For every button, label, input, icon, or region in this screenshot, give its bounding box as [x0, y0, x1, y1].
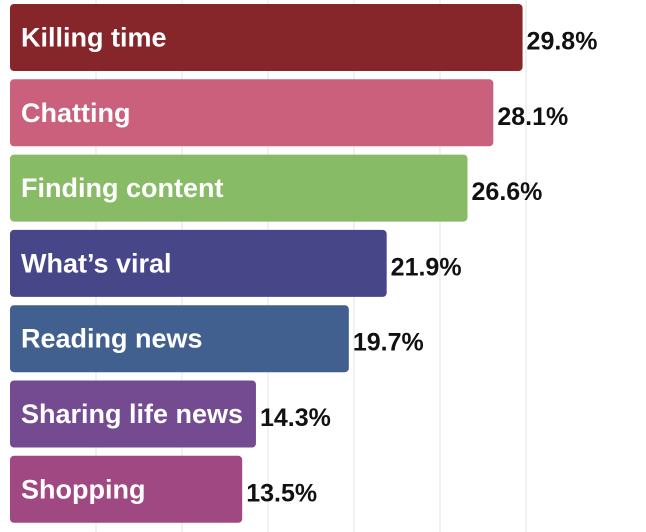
- value-label-2: 26.6%: [472, 178, 543, 206]
- bar-label-5: Sharing life news: [21, 399, 243, 429]
- bar-label-6: Shopping: [21, 474, 145, 504]
- value-label-1: 28.1%: [497, 103, 568, 131]
- bars: Killing time 29.8% Chatting 28.1% Finding co…: [10, 4, 597, 523]
- value-label-3: 21.9%: [391, 253, 462, 281]
- bar-label-3: What’s viral: [21, 248, 172, 278]
- bar-6: [10, 455, 243, 523]
- bar-label-2: Finding content: [21, 173, 223, 203]
- bar-label-0: Killing time: [21, 23, 167, 53]
- bar-1: [10, 79, 494, 147]
- bar-2: [10, 154, 468, 222]
- bar-label-1: Chatting: [21, 98, 130, 128]
- bar-0: [10, 4, 523, 71]
- bar-4: [10, 305, 349, 373]
- value-label-4: 19.7%: [353, 329, 424, 357]
- value-label-5: 14.3%: [260, 404, 331, 432]
- value-label-6: 13.5%: [246, 479, 317, 507]
- bar-3: [10, 229, 387, 297]
- value-label-0: 29.8%: [527, 28, 598, 56]
- bar-5: [10, 380, 256, 448]
- bar-label-4: Reading news: [21, 324, 203, 354]
